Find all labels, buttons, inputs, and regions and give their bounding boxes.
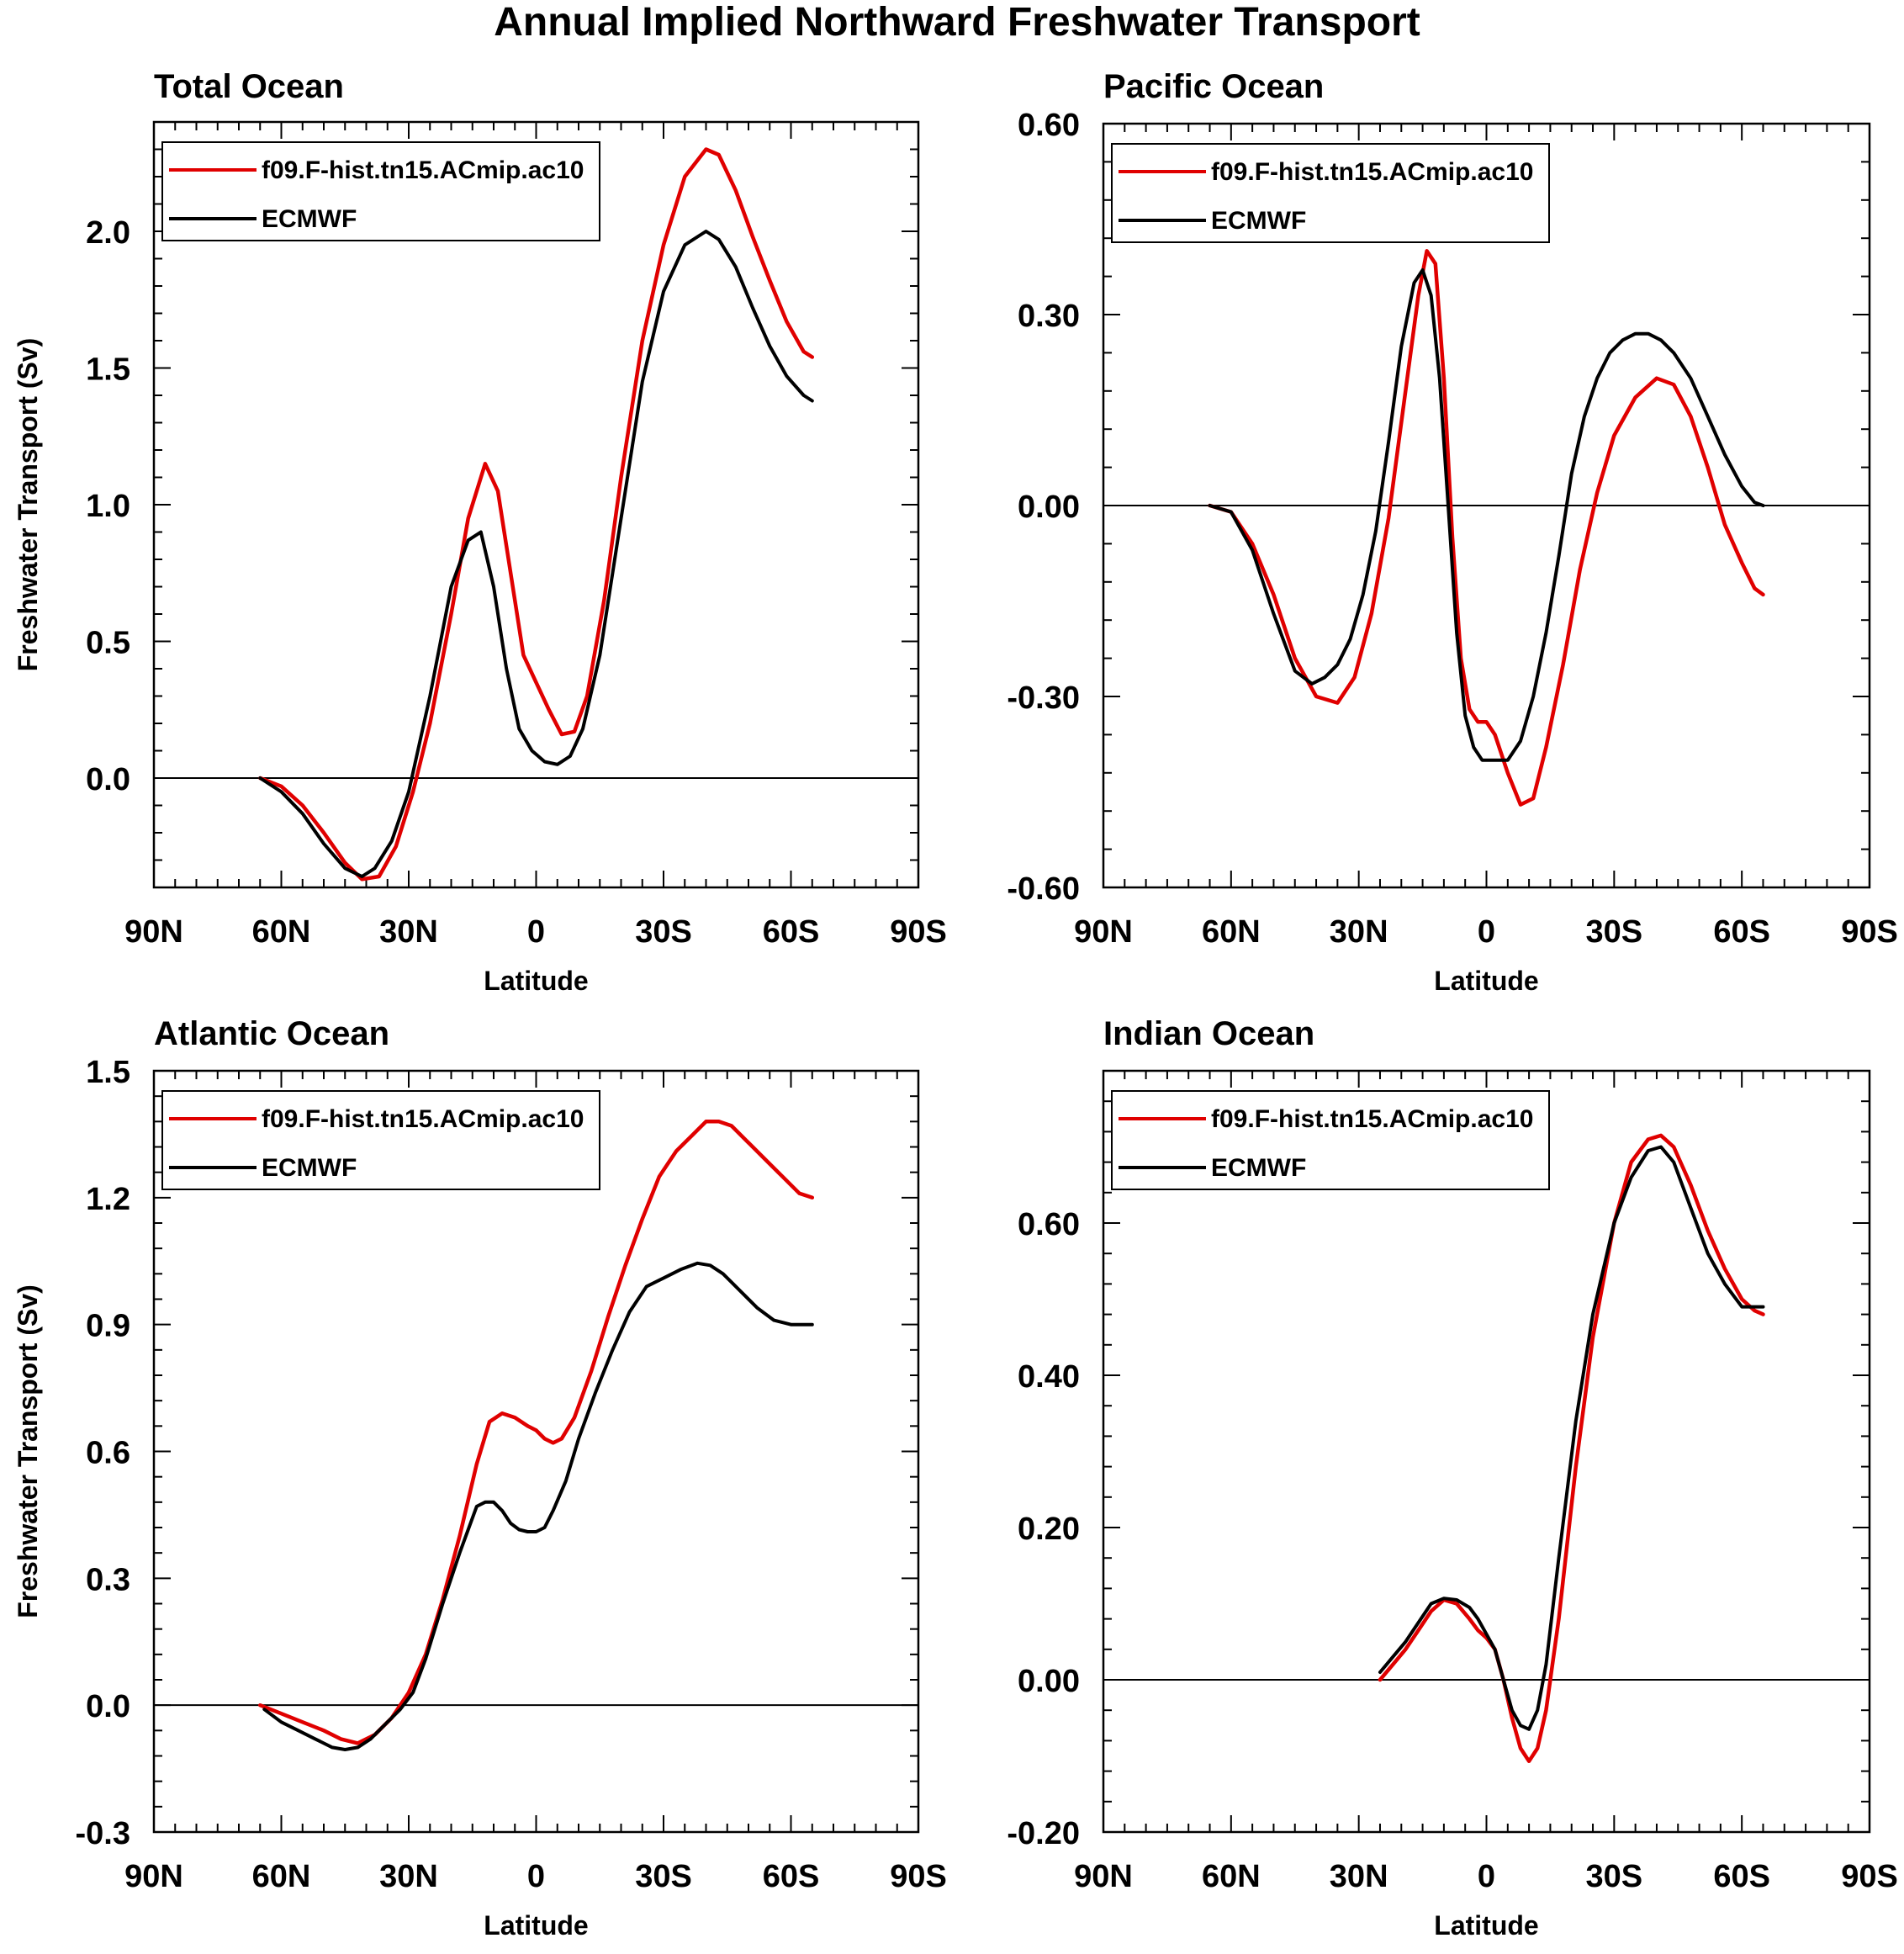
x-tick-label: 90N <box>1074 1859 1133 1894</box>
x-tick-label: 0 <box>527 914 545 950</box>
y-tick-label: 0.60 <box>1018 108 1080 143</box>
y-tick-label: 0.20 <box>1018 1512 1080 1547</box>
legend-label: f09.F-hist.tn15.ACmip.ac10 <box>262 156 584 184</box>
y-axis-label: Freshwater Transport (Sv) <box>13 1284 43 1618</box>
y-tick-label: -0.60 <box>1007 871 1080 907</box>
x-tick-label: 60N <box>1202 914 1261 950</box>
x-tick-label: 90S <box>890 914 947 950</box>
legend-label: f09.F-hist.tn15.ACmip.ac10 <box>1211 1105 1533 1133</box>
plot-frame <box>1102 1069 1871 1834</box>
panel-2: Atlantic Ocean 90N 60N 30N 0 30S 60S 90S -0.3 0.0… <box>13 1015 947 1941</box>
y-tick-label: 0.40 <box>1018 1359 1080 1395</box>
x-tick-label: 60S <box>1713 914 1770 950</box>
panel-title: Atlantic Ocean <box>154 1015 389 1052</box>
x-tick-label: 30S <box>635 914 692 950</box>
x-tick-label: 60S <box>1713 1859 1770 1894</box>
panel-3: Indian Ocean 90N 60N 30N 0 30S 60S 90S -0.20 0.00… <box>1007 1015 1897 1941</box>
y-tick-label: 0.00 <box>1018 490 1080 525</box>
y-tick-label: 0.6 <box>86 1436 130 1471</box>
legend-box <box>161 1090 600 1190</box>
y-tick-label: 2.0 <box>86 215 130 251</box>
x-tick-label: 60N <box>1202 1859 1261 1894</box>
x-tick-label: 30N <box>1330 914 1388 950</box>
x-axis-label: Latitude <box>1434 1910 1538 1941</box>
x-tick-label: 90S <box>1841 914 1898 950</box>
x-axis-label: Latitude <box>484 966 588 996</box>
legend-label: ECMWF <box>1211 1154 1306 1182</box>
y-tick-label: 1.0 <box>86 489 130 524</box>
series-line-ecmwf <box>258 230 814 878</box>
y-tick-label: -0.30 <box>1007 680 1080 716</box>
x-tick-label: 0 <box>1478 914 1495 950</box>
legend-label: ECMWF <box>262 205 357 233</box>
y-tick-label: 1.5 <box>86 1055 130 1090</box>
panel-title: Total Ocean <box>154 68 344 105</box>
x-tick-label: 0 <box>1478 1859 1495 1894</box>
x-tick-label: 30N <box>379 1859 438 1894</box>
y-tick-label: -0.3 <box>76 1816 130 1851</box>
legend-label: ECMWF <box>1211 207 1306 235</box>
y-tick-label: -0.20 <box>1007 1816 1080 1851</box>
legend-box <box>1111 143 1550 243</box>
figure-title: Annual Implied Northward Freshwater Tran… <box>494 0 1420 45</box>
x-tick-label: 30N <box>1330 1859 1388 1894</box>
y-tick-label: 0.0 <box>86 1689 130 1724</box>
panel-0: Total Ocean 90N 60N 30N 0 30S 60S 90S 0.0 0.5 1.0 1… <box>13 68 947 996</box>
x-tick-label: 30N <box>379 914 438 950</box>
series-line-ecmwf <box>1378 1145 1765 1731</box>
legend-label: f09.F-hist.tn15.ACmip.ac10 <box>1211 158 1533 186</box>
legend-box <box>161 141 600 241</box>
panel-1: Pacific Ocean 90N 60N 30N 0 30S 60S 90S -0.60 -0.… <box>1007 68 1897 996</box>
plot-frame <box>152 1069 920 1834</box>
y-tick-label: 0.9 <box>86 1309 130 1344</box>
x-tick-label: 0 <box>527 1859 545 1894</box>
y-tick-label: 0.00 <box>1018 1664 1080 1699</box>
x-axis-label: Latitude <box>1434 966 1538 996</box>
x-tick-label: 60S <box>763 1859 820 1894</box>
y-tick-label: 0.60 <box>1018 1207 1080 1242</box>
x-tick-label: 60N <box>252 1859 311 1894</box>
y-tick-label: 1.5 <box>86 352 130 388</box>
plot-frame <box>1102 122 1871 889</box>
panel-title: Indian Ocean <box>1103 1015 1314 1052</box>
x-tick-label: 90S <box>1841 1859 1898 1894</box>
x-tick-label: 60S <box>763 914 820 950</box>
legend-label: f09.F-hist.tn15.ACmip.ac10 <box>262 1105 584 1133</box>
x-tick-label: 30S <box>1586 914 1643 950</box>
panel-title: Pacific Ocean <box>1103 68 1324 105</box>
x-tick-label: 90S <box>890 1859 947 1894</box>
y-axis-label: Freshwater Transport (Sv) <box>13 338 43 672</box>
x-tick-label: 30S <box>635 1859 692 1894</box>
legend-label: ECMWF <box>262 1154 357 1182</box>
x-tick-label: 60N <box>252 914 311 950</box>
x-tick-label: 90N <box>124 1859 183 1894</box>
x-axis-label: Latitude <box>484 1910 588 1941</box>
series-line-ecmwf <box>262 1261 814 1751</box>
plot-frame <box>152 120 920 889</box>
series-line-model <box>1208 249 1765 807</box>
x-tick-label: 90N <box>1074 914 1133 950</box>
y-tick-label: 0.30 <box>1018 299 1080 334</box>
y-tick-label: 1.2 <box>86 1182 130 1217</box>
y-tick-label: 0.3 <box>86 1562 130 1597</box>
y-tick-label: 0.5 <box>86 626 130 661</box>
series-line-ecmwf <box>1208 268 1765 762</box>
legend-box <box>1111 1090 1550 1190</box>
x-tick-label: 90N <box>124 914 183 950</box>
series-line-model <box>258 147 815 882</box>
x-tick-label: 30S <box>1586 1859 1643 1894</box>
y-tick-label: 0.0 <box>86 762 130 797</box>
